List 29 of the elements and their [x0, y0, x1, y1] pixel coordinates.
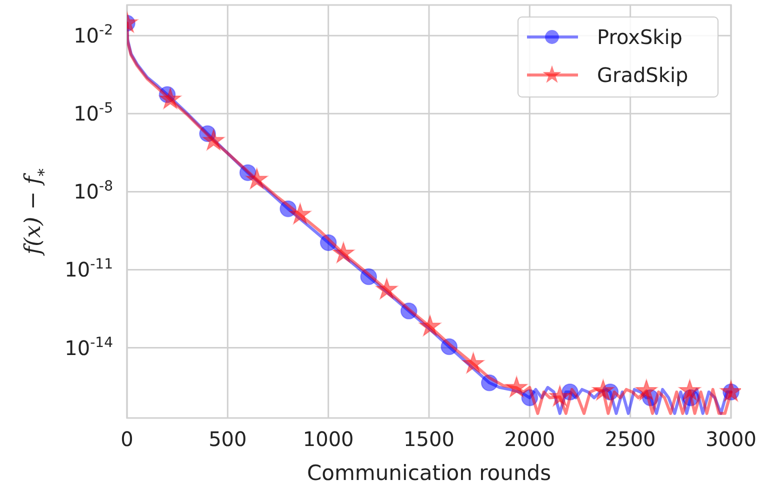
point [288, 203, 312, 224]
x-tick-label: 2000 [504, 427, 556, 451]
y-tick-label: 10$^{-14}$ [64, 334, 114, 360]
x-tick-label: 2500 [604, 427, 656, 451]
x-tick-label: 500 [208, 427, 247, 451]
y-tick-label: 10$^{-5}$ [74, 100, 113, 126]
point [720, 380, 741, 402]
y-tick-label: 10$^{-8}$ [74, 178, 113, 204]
point [246, 168, 268, 190]
x-axis-title: Communication rounds [306, 461, 552, 485]
point [462, 352, 484, 374]
point [332, 242, 355, 264]
point [678, 379, 701, 400]
point [202, 129, 225, 150]
legend-label: ProxSkip [597, 25, 682, 49]
point [418, 314, 442, 336]
legend-label: GradSkip [597, 63, 688, 87]
point [376, 278, 398, 300]
point [505, 376, 528, 398]
y-tick-label: 10$^{-2}$ [74, 22, 113, 48]
point [548, 385, 572, 406]
x-tick-label: 3000 [706, 427, 756, 451]
y-tick-label: 10$^{-11}$ [64, 256, 113, 282]
x-tick-label: 0 [120, 427, 134, 451]
x-tick-label: 1000 [302, 427, 354, 451]
point [635, 379, 658, 400]
point [159, 88, 182, 110]
x-tick-label: 1500 [404, 427, 454, 451]
point [592, 379, 614, 400]
